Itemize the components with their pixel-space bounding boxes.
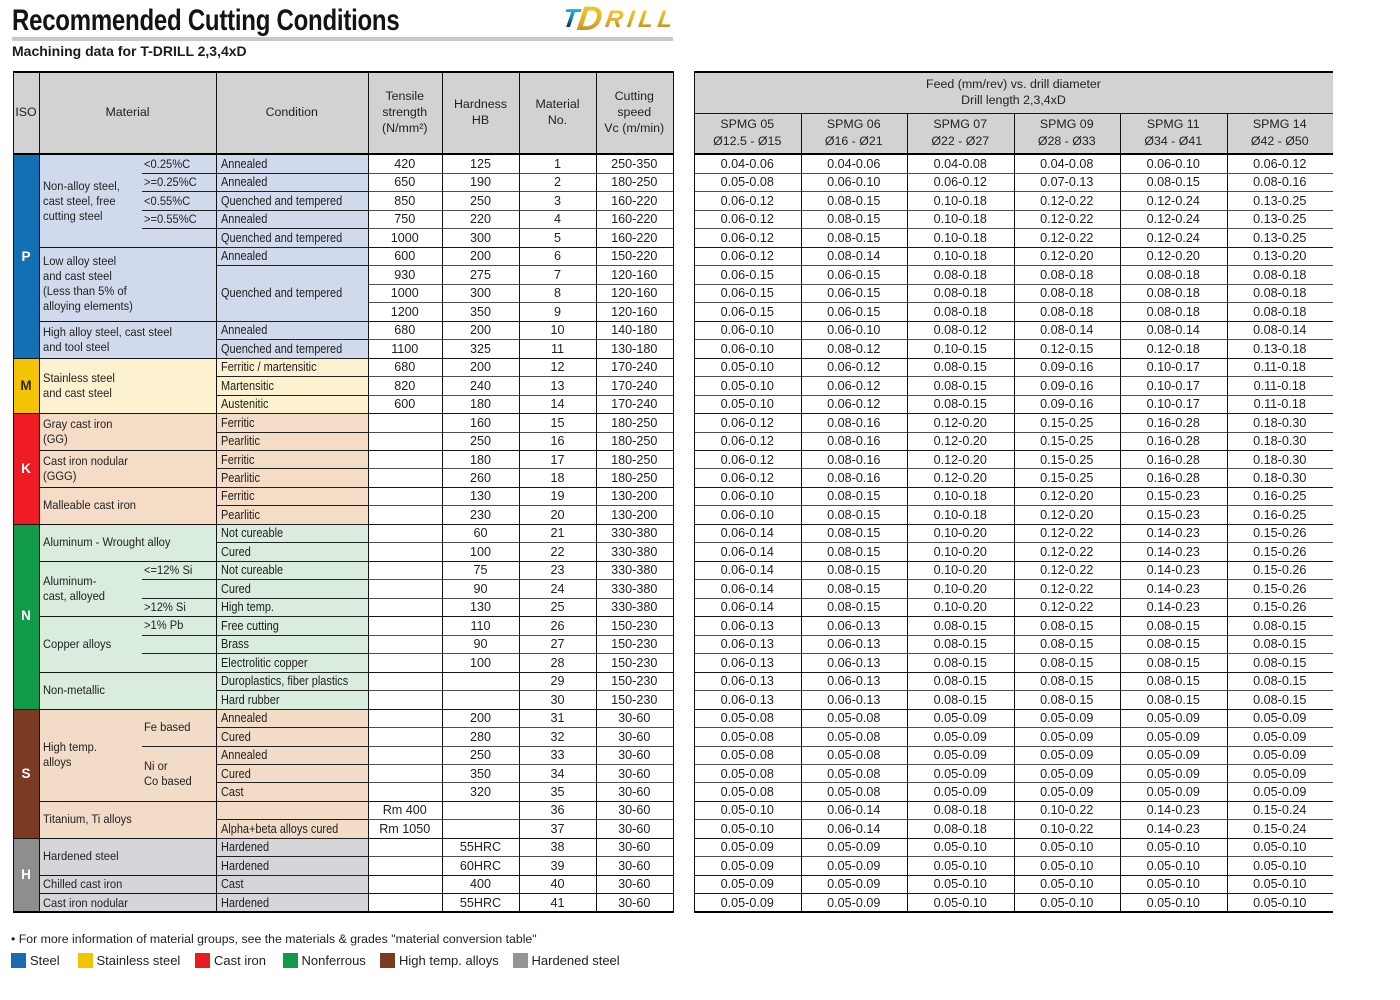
svg-text:D: D [575, 2, 605, 34]
svg-text:T: T [561, 3, 583, 33]
svg-text:RILL: RILL [604, 6, 679, 33]
